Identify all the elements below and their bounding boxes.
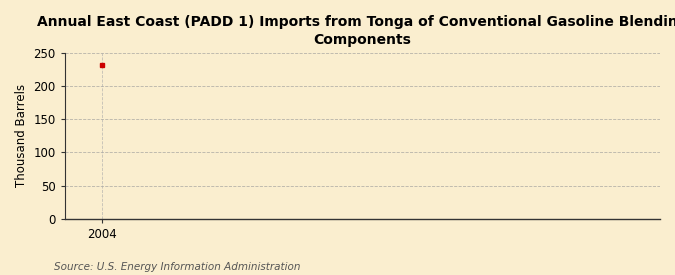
Title: Annual East Coast (PADD 1) Imports from Tonga of Conventional Gasoline Blending
: Annual East Coast (PADD 1) Imports from … [37, 15, 675, 47]
Y-axis label: Thousand Barrels: Thousand Barrels [15, 84, 28, 187]
Text: Source: U.S. Energy Information Administration: Source: U.S. Energy Information Administ… [54, 262, 300, 272]
